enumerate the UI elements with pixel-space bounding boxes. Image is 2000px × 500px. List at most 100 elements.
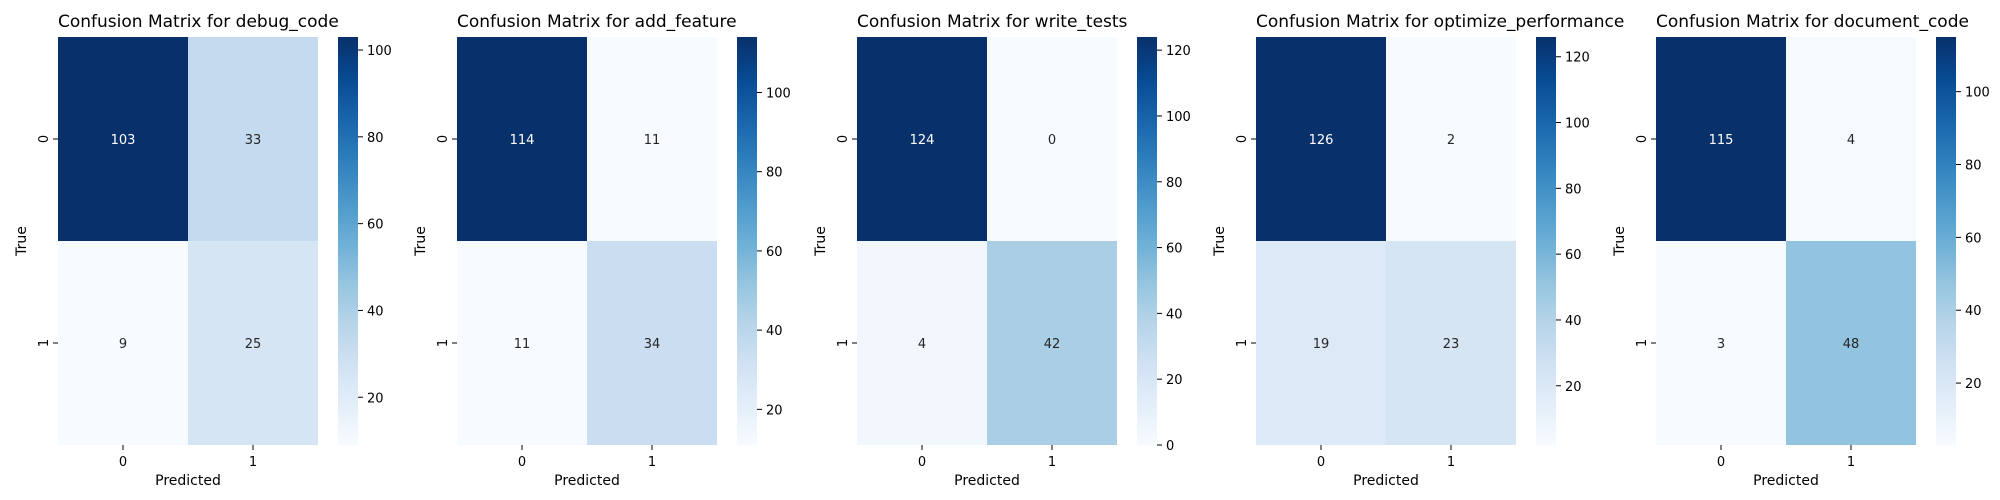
chart-title: Confusion Matrix for document_code (1656, 12, 1969, 32)
y-tick-label: 0 (37, 135, 52, 143)
cell-value-label: 114 (510, 133, 535, 148)
x-tick-label: 1 (249, 455, 257, 470)
colorbar-tick-label: 40 (1166, 307, 1183, 322)
heatmap-cell (1256, 37, 1386, 241)
chart-title: Confusion Matrix for debug_code (58, 12, 339, 32)
colorbar-tick-label: 120 (1166, 44, 1191, 59)
y-tick-label: 1 (436, 339, 451, 347)
colorbar-tick-label: 20 (367, 391, 384, 406)
cell-value-label: 11 (644, 133, 661, 148)
colorbar (737, 37, 757, 445)
y-axis-label: True (1212, 226, 1228, 257)
cell-value-label: 19 (1313, 337, 1330, 352)
colorbar-tick-label: 20 (766, 403, 783, 418)
colorbar-tick-label: 100 (1166, 110, 1191, 125)
y-tick-label: 1 (37, 339, 52, 347)
x-tick-label: 0 (119, 455, 127, 470)
chart-title: Confusion Matrix for write_tests (857, 12, 1128, 32)
heatmap-cell (188, 241, 318, 445)
heatmap-cell (1386, 37, 1516, 241)
x-tick-label: 1 (1048, 455, 1056, 470)
heatmap-panel-0: Confusion Matrix for debug_code 103 33 9 25 0… (14, 12, 392, 489)
colorbar (1536, 37, 1556, 445)
heatmap-panel-3: Confusion Matrix for optimize_performanc… (1212, 12, 1624, 489)
heatmap-cell (1656, 241, 1786, 445)
colorbar-tick-label: 80 (1965, 159, 1982, 174)
y-axis-label: True (1612, 226, 1628, 257)
colorbar-tick-label: 20 (1965, 377, 1982, 392)
cell-value-label: 2 (1447, 133, 1455, 148)
colorbar-tick-label: 80 (1166, 176, 1183, 191)
colorbar-tick-label: 120 (1565, 51, 1590, 66)
colorbar (1936, 37, 1956, 445)
heatmap-cell (1786, 241, 1916, 445)
cell-value-label: 3 (1717, 337, 1725, 352)
colorbar (338, 37, 358, 445)
y-tick-label: 1 (1635, 339, 1650, 347)
heatmap-cell (587, 241, 717, 445)
cell-value-label: 25 (245, 337, 262, 352)
cell-value-label: 0 (1048, 133, 1056, 148)
x-tick-label: 1 (1847, 455, 1855, 470)
heatmap-cell (58, 37, 188, 241)
heatmap-cell (587, 37, 717, 241)
colorbar-tick-label: 0 (1166, 439, 1174, 454)
x-axis-label: Predicted (554, 473, 620, 489)
heatmap-cell (457, 37, 587, 241)
colorbar-tick-label: 40 (1965, 304, 1982, 319)
colorbar-tick-label: 40 (766, 324, 783, 339)
colorbar-tick-label: 40 (367, 304, 384, 319)
y-axis-label: True (14, 226, 30, 257)
heatmap-cell (1656, 37, 1786, 241)
cell-value-label: 34 (644, 337, 661, 352)
cell-value-label: 33 (245, 133, 262, 148)
cell-value-label: 23 (1443, 337, 1460, 352)
y-tick-label: 0 (436, 135, 451, 143)
heatmap-cell (457, 241, 587, 445)
y-axis-label: True (813, 226, 829, 257)
cell-value-label: 126 (1309, 133, 1334, 148)
x-tick-label: 0 (918, 455, 926, 470)
cell-value-label: 124 (910, 133, 935, 148)
x-axis-label: Predicted (155, 473, 221, 489)
heatmap-cell (58, 241, 188, 445)
y-tick-label: 0 (1635, 135, 1650, 143)
colorbar-tick-label: 20 (1166, 373, 1183, 388)
colorbar-tick-label: 100 (1965, 86, 1990, 101)
cell-value-label: 42 (1044, 337, 1061, 352)
colorbar-tick-label: 80 (766, 166, 783, 181)
x-tick-label: 1 (648, 455, 656, 470)
cell-value-label: 4 (918, 337, 926, 352)
heatmap-cell (857, 241, 987, 445)
heatmap-cell (188, 37, 318, 241)
x-tick-label: 0 (1717, 455, 1725, 470)
x-axis-label: Predicted (1753, 473, 1819, 489)
cell-value-label: 11 (514, 337, 531, 352)
cell-value-label: 9 (119, 337, 127, 352)
chart-title: Confusion Matrix for add_feature (457, 12, 737, 32)
y-axis-label: True (413, 226, 429, 257)
x-tick-label: 0 (1317, 455, 1325, 470)
y-tick-label: 0 (1235, 135, 1250, 143)
colorbar-tick-label: 100 (367, 44, 392, 59)
chart-title: Confusion Matrix for optimize_performanc… (1256, 12, 1624, 32)
cell-value-label: 115 (1709, 133, 1734, 148)
colorbar-tick-label: 80 (367, 131, 384, 146)
colorbar-tick-label: 60 (1965, 231, 1982, 246)
heatmap-panel-4: Confusion Matrix for document_code 115 4 3 4… (1612, 12, 1990, 489)
colorbar-tick-label: 100 (1565, 117, 1590, 132)
heatmap-cell (857, 37, 987, 241)
x-axis-label: Predicted (954, 473, 1020, 489)
colorbar-tick-label: 60 (1166, 242, 1183, 257)
heatmap-cell (1256, 241, 1386, 445)
colorbar-tick-label: 20 (1565, 380, 1582, 395)
heatmap-cell (987, 37, 1117, 241)
colorbar-tick-label: 60 (367, 218, 384, 233)
colorbar (1137, 37, 1157, 445)
colorbar-tick-label: 100 (766, 86, 791, 101)
heatmap-cell (987, 241, 1117, 445)
y-tick-label: 1 (836, 339, 851, 347)
colorbar-tick-label: 60 (1565, 248, 1582, 263)
